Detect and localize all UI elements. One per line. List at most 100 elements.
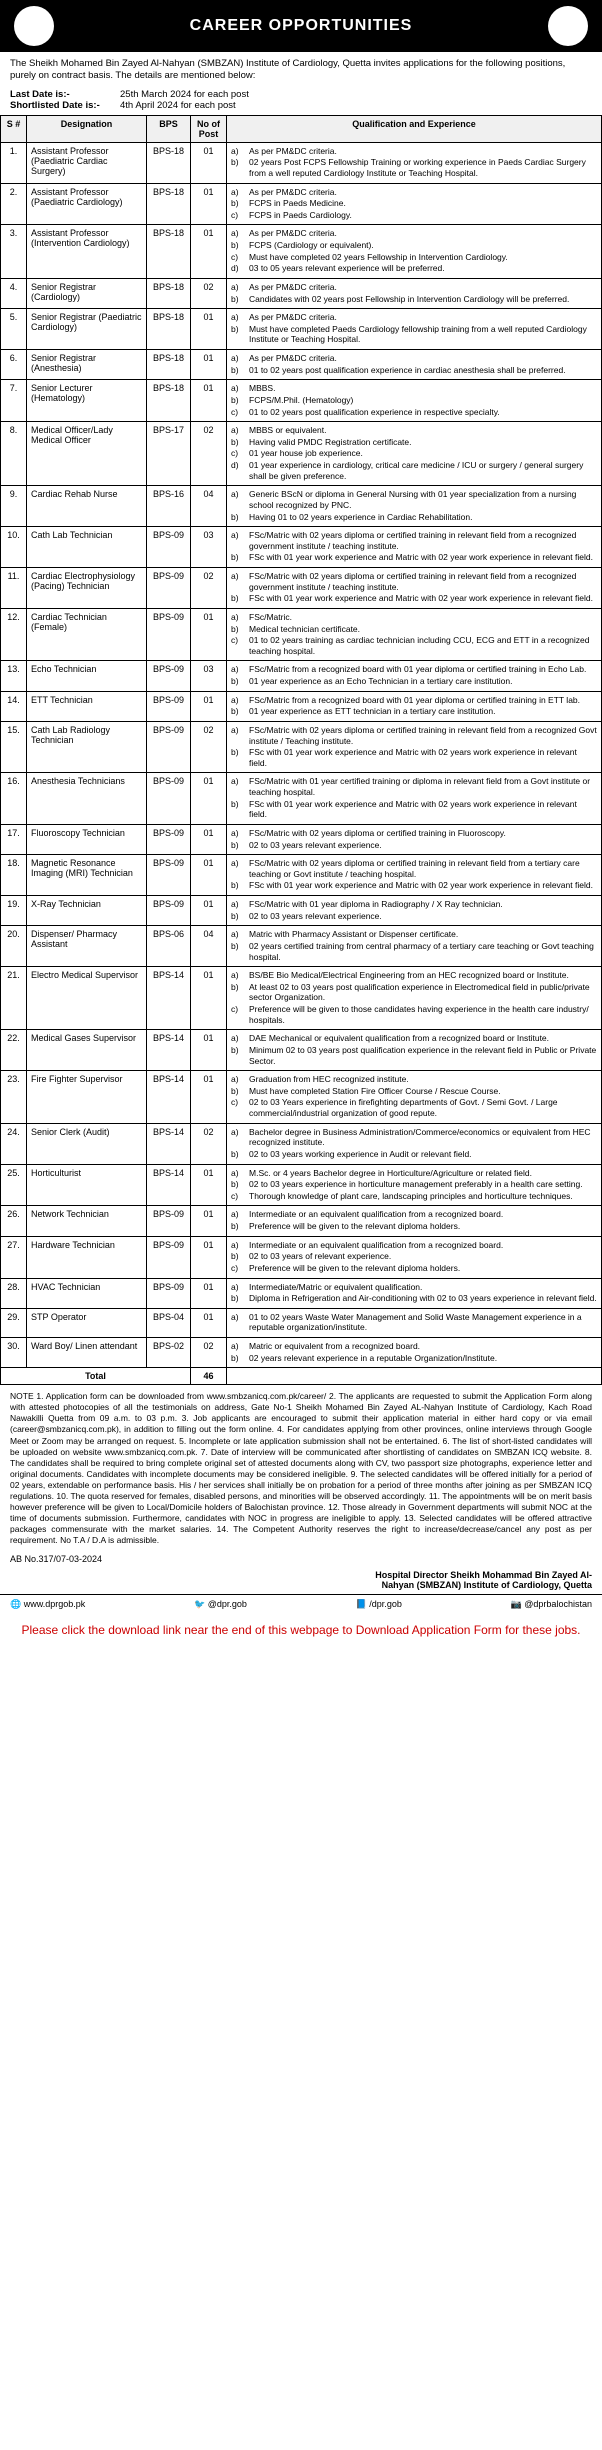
cell-qualification: a)FSc/Matric with 02 years diploma or ce… [227,527,602,568]
cell-sno: 6. [1,350,27,380]
table-row: 28. HVAC Technician BPS-09 01 a)Intermed… [1,1278,602,1308]
cell-posts: 01 [191,1030,227,1071]
cell-qualification: a)FSc/Matric with 02 years diploma or ce… [227,824,602,854]
cell-bps: BPS-18 [147,225,191,279]
cell-sno: 28. [1,1278,27,1308]
cell-bps: BPS-14 [147,1071,191,1124]
table-row: 7. Senior Lecturer (Hematology) BPS-18 0… [1,380,602,422]
table-row: 2. Assistant Professor (Paediatric Cardi… [1,183,602,225]
table-header-row: S # Designation BPS No of Post Qualifica… [1,115,602,142]
table-row: 1. Assistant Professor (Paediatric Cardi… [1,142,602,183]
cell-qualification: a)As per PM&DC criteria.b)Must have comp… [227,309,602,350]
cell-bps: BPS-18 [147,350,191,380]
table-row: 23. Fire Fighter Supervisor BPS-14 01 a)… [1,1071,602,1124]
intro-text: The Sheikh Mohamed Bin Zayed Al-Nahyan (… [0,52,602,89]
cell-sno: 29. [1,1308,27,1337]
cell-bps: BPS-09 [147,527,191,568]
cell-qualification: a)M.Sc. or 4 years Bachelor degree in Ho… [227,1164,602,1206]
cell-posts: 01 [191,1071,227,1124]
cell-bps: BPS-09 [147,1206,191,1236]
cell-bps: BPS-09 [147,773,191,825]
cell-bps: BPS-18 [147,380,191,422]
notes-text: NOTE 1. Application form can be download… [0,1385,602,1552]
cell-sno: 26. [1,1206,27,1236]
cell-qualification: a)MBBS.b)FCPS/M.Phil. (Hematology)c)01 t… [227,380,602,422]
cell-posts: 01 [191,1308,227,1337]
cell-posts: 01 [191,380,227,422]
th-sno: S # [1,115,27,142]
cell-sno: 20. [1,926,27,967]
cell-bps: BPS-09 [147,824,191,854]
cell-posts: 02 [191,1123,227,1164]
table-row: 17. Fluoroscopy Technician BPS-09 01 a)F… [1,824,602,854]
signature-line1: Hospital Director Sheikh Mohammad Bin Za… [10,1570,592,1580]
table-row: 27. Hardware Technician BPS-09 01 a)Inte… [1,1236,602,1278]
cell-posts: 01 [191,309,227,350]
table-row: 12. Cardiac Technician (Female) BPS-09 0… [1,608,602,661]
cell-designation: Horticulturist [27,1164,147,1206]
table-row: 6. Senior Registrar (Anesthesia) BPS-18 … [1,350,602,380]
cell-sno: 15. [1,721,27,773]
cell-qualification: a)FSc/Matric with 02 years diploma or ce… [227,568,602,609]
cell-sno: 1. [1,142,27,183]
cell-sno: 10. [1,527,27,568]
cell-posts: 01 [191,1164,227,1206]
right-logo [548,6,588,46]
cell-sno: 19. [1,896,27,926]
cell-bps: BPS-09 [147,568,191,609]
cell-posts: 01 [191,183,227,225]
last-date-value: 25th March 2024 for each post [120,89,249,100]
cell-qualification: a)MBBS or equivalent.b)Having valid PMDC… [227,422,602,486]
signature-line2: Nahyan (SMBZAN) Institute of Cardiology,… [10,1580,592,1590]
cell-designation: Medical Gases Supervisor [27,1030,147,1071]
cell-qualification: a)BS/BE Bio Medical/Electrical Engineeri… [227,967,602,1030]
cell-bps: BPS-14 [147,1123,191,1164]
cell-designation: Assistant Professor (Intervention Cardio… [27,225,147,279]
cell-posts: 02 [191,278,227,308]
table-row: 3. Assistant Professor (Intervention Car… [1,225,602,279]
total-value: 46 [191,1368,227,1385]
footer-web: 🌐 www.dprgob.pk [10,1599,85,1610]
cell-qualification: a)FSc/Matric.b)Medical technician certif… [227,608,602,661]
cell-qualification: a)01 to 02 years Waste Water Management … [227,1308,602,1337]
table-row: 5. Senior Registrar (Paediatric Cardiolo… [1,309,602,350]
cell-qualification: a)FSc/Matric from a recognized board wit… [227,661,602,691]
cell-qualification: a)Matric with Pharmacy Assistant or Disp… [227,926,602,967]
cell-designation: Assistant Professor (Paediatric Cardiolo… [27,183,147,225]
cell-qualification: a)Matric or equivalent from a recognized… [227,1338,602,1368]
cell-bps: BPS-04 [147,1308,191,1337]
cell-sno: 18. [1,855,27,896]
cell-qualification: a)Intermediate/Matric or equivalent qual… [227,1278,602,1308]
cell-designation: ETT Technician [27,691,147,721]
cell-posts: 01 [191,896,227,926]
cell-designation: Anesthesia Technicians [27,773,147,825]
cell-designation: Cath Lab Technician [27,527,147,568]
cell-sno: 7. [1,380,27,422]
cell-designation: Fire Fighter Supervisor [27,1071,147,1124]
cell-designation: Cardiac Rehab Nurse [27,486,147,527]
cell-sno: 14. [1,691,27,721]
cell-bps: BPS-09 [147,721,191,773]
cell-bps: BPS-18 [147,309,191,350]
cell-sno: 4. [1,278,27,308]
cell-sno: 9. [1,486,27,527]
table-row: 20. Dispenser/ Pharmacy Assistant BPS-06… [1,926,602,967]
cell-posts: 01 [191,1278,227,1308]
cell-qualification: a)FSc/Matric with 01 year certified trai… [227,773,602,825]
cell-qualification: a)Intermediate or an equivalent qualific… [227,1236,602,1278]
cell-qualification: a)As per PM&DC criteria.b)02 years Post … [227,142,602,183]
cell-bps: BPS-09 [147,691,191,721]
cell-designation: Cardiac Technician (Female) [27,608,147,661]
cell-qualification: a)DAE Mechanical or equivalent qualifica… [227,1030,602,1071]
cell-sno: 16. [1,773,27,825]
cell-designation: Medical Officer/Lady Medical Officer [27,422,147,486]
table-row: 21. Electro Medical Supervisor BPS-14 01… [1,967,602,1030]
table-row: 19. X-Ray Technician BPS-09 01 a)FSc/Mat… [1,896,602,926]
cell-qualification: a)FSc/Matric from a recognized board wit… [227,691,602,721]
cell-sno: 13. [1,661,27,691]
th-qual: Qualification and Experience [227,115,602,142]
cell-bps: BPS-09 [147,661,191,691]
table-row: 16. Anesthesia Technicians BPS-09 01 a)F… [1,773,602,825]
cell-designation: Senior Clerk (Audit) [27,1123,147,1164]
cell-qualification: a)As per PM&DC criteria.b)Candidates wit… [227,278,602,308]
